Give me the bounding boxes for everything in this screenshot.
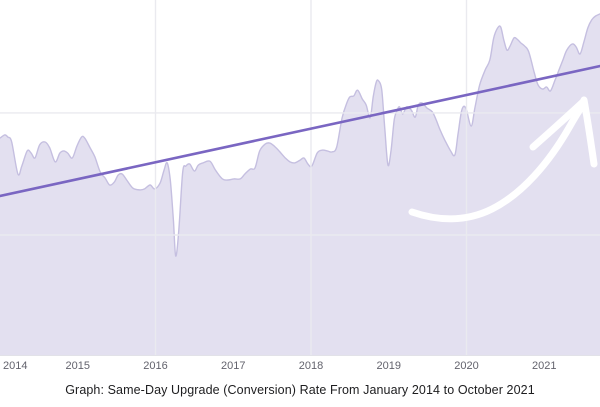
x-tick-label: 2020	[454, 360, 479, 372]
x-tick-label: 2016	[143, 360, 168, 372]
area-chart-svg	[0, 0, 600, 355]
x-tick-label: 2018	[298, 360, 324, 372]
gridlines	[0, 0, 600, 355]
caption-strip: Graph: Same-Day Upgrade (Conversion) Rat…	[0, 373, 600, 407]
x-tick-label: 2021	[532, 360, 557, 372]
area-series-edge-line	[0, 13, 600, 257]
growth-arrow-annotation	[408, 96, 598, 223]
chart-caption: Graph: Same-Day Upgrade (Conversion) Rat…	[65, 383, 535, 397]
chart-plot-area	[0, 0, 600, 355]
area-series-fill	[0, 13, 600, 355]
x-tick-label: 2014	[3, 360, 28, 372]
x-tick-label: 2017	[221, 360, 246, 372]
trend-line	[0, 64, 600, 198]
x-tick-label: 2015	[65, 360, 90, 372]
x-tick-label: 2019	[376, 360, 401, 372]
x-axis: 2014 2015 2016 2017 2018 2019 2020 2021	[0, 355, 600, 373]
